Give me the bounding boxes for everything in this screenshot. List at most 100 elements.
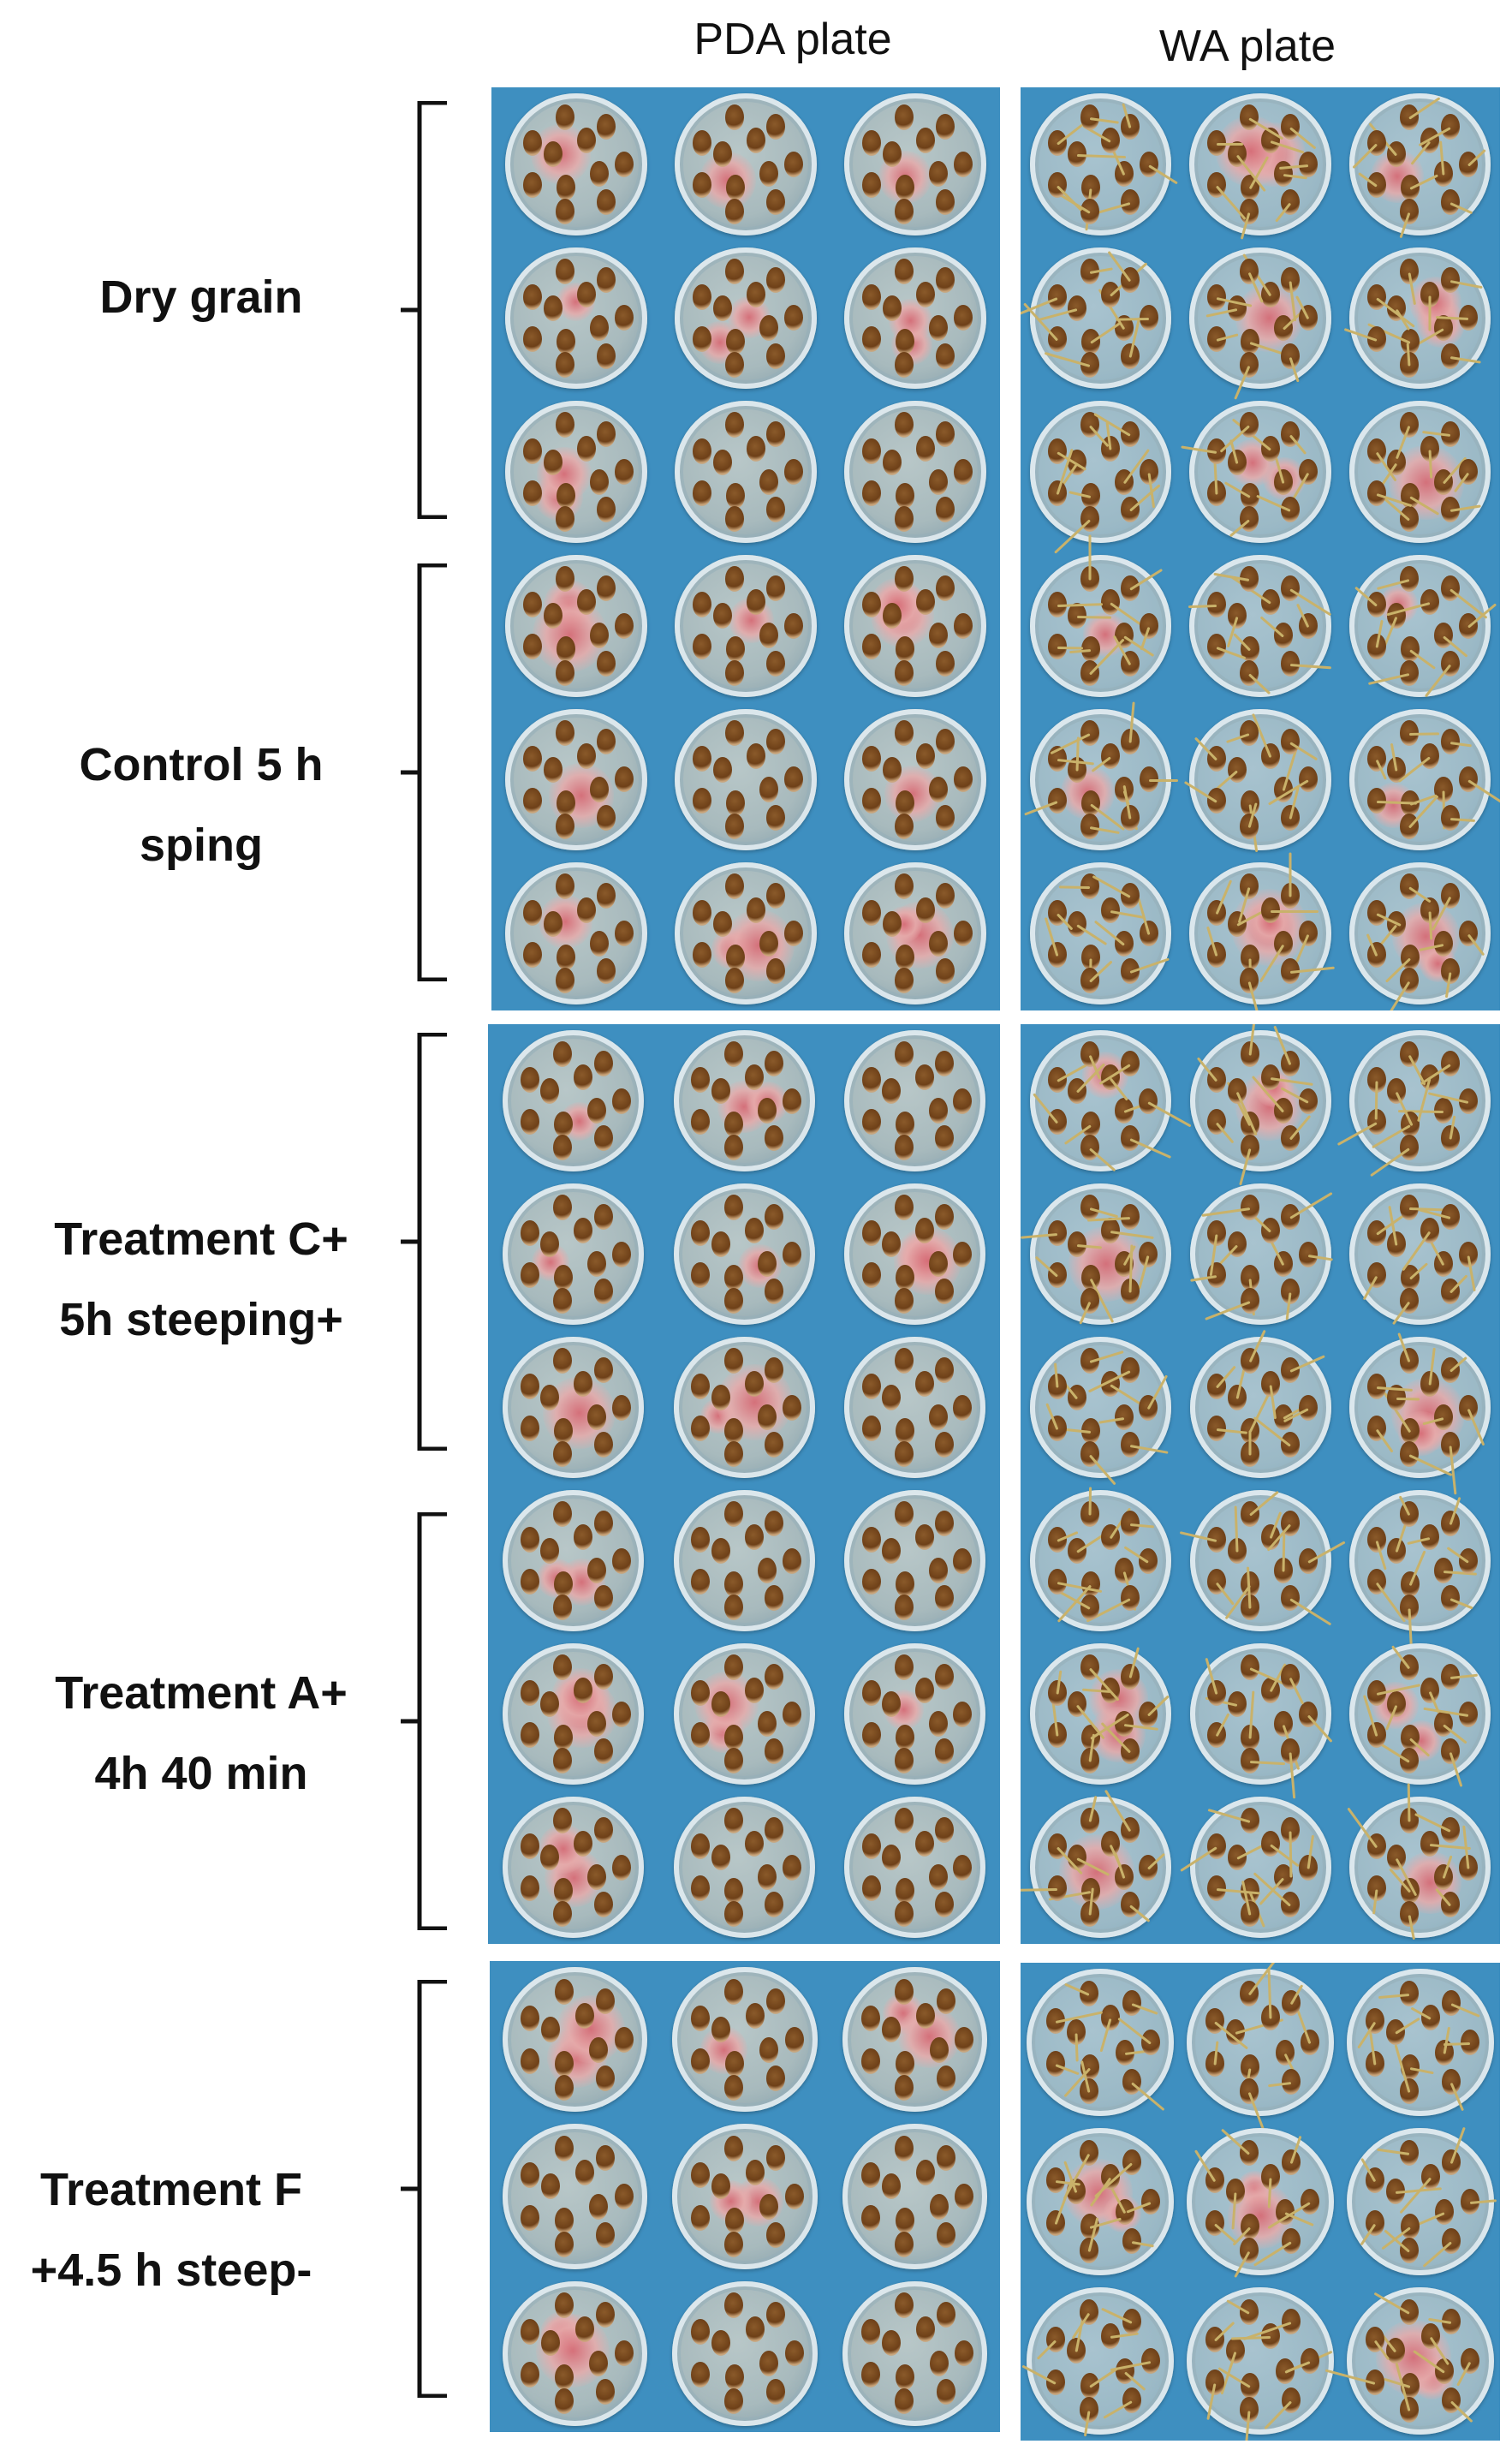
petri-dish xyxy=(1180,1490,1346,1631)
barley-grain xyxy=(1240,506,1259,533)
petri-dish xyxy=(1021,2287,1175,2437)
barley-grain xyxy=(593,1279,613,1305)
barley-grain xyxy=(1434,315,1454,342)
barley-grain xyxy=(1400,1135,1420,1161)
barley-grain xyxy=(540,1537,560,1564)
barley-grain xyxy=(726,482,746,509)
barley-grain xyxy=(587,1558,606,1584)
barley-grain xyxy=(935,1663,955,1690)
bracket-treatment-a xyxy=(396,1512,455,1930)
barley-grain xyxy=(862,480,882,506)
sprout xyxy=(1053,519,1091,555)
barley-grain xyxy=(724,1571,744,1597)
barley-grain xyxy=(1280,1279,1300,1305)
petri-dish xyxy=(843,1337,985,1478)
barley-grain xyxy=(882,603,902,629)
barley-grain xyxy=(554,1724,574,1750)
bracket-control xyxy=(396,563,455,981)
barley-grain xyxy=(1240,719,1259,746)
barley-grain xyxy=(723,1347,743,1374)
barley-grain xyxy=(954,766,973,793)
barley-grain xyxy=(723,1135,743,1161)
petri-dish xyxy=(1348,708,1500,851)
barley-grain xyxy=(861,1721,881,1748)
petri-dish xyxy=(503,1643,645,1785)
petri-dish xyxy=(1181,401,1331,543)
petri-dish xyxy=(843,1030,985,1171)
barley-grain xyxy=(1240,352,1259,379)
barley-grain xyxy=(725,506,745,533)
photo-wa-treatment-c-a xyxy=(1021,1024,1500,1944)
barley-grain xyxy=(557,482,576,509)
sprout xyxy=(1147,1100,1192,1127)
barley-grain xyxy=(862,787,882,814)
barley-grain xyxy=(576,897,596,923)
barley-grain xyxy=(954,612,973,639)
petri-dish xyxy=(1189,1643,1333,1800)
barley-grain xyxy=(1420,1524,1440,1551)
petri-dish xyxy=(1189,1024,1331,1186)
barley-grain xyxy=(765,1988,785,2014)
barley-grain xyxy=(895,659,914,686)
barley-grain xyxy=(1139,305,1158,331)
barley-grain xyxy=(745,2159,765,2185)
petri-dish xyxy=(503,1797,645,1938)
barley-grain xyxy=(784,305,804,331)
petri-dish xyxy=(1029,93,1178,235)
petri-dish xyxy=(672,2280,818,2426)
sprout xyxy=(1180,1846,1218,1873)
barley-grain xyxy=(1299,1394,1319,1421)
barley-grain xyxy=(1299,921,1319,947)
barley-grain xyxy=(915,2316,935,2343)
photo-wa-treatment-f xyxy=(1021,1963,1500,2441)
barley-grain xyxy=(929,623,949,649)
barley-grain xyxy=(691,1067,711,1094)
petri-dish xyxy=(1029,534,1172,697)
barley-grain xyxy=(894,1595,914,1621)
row-label-control: Control 5 h sping xyxy=(79,739,324,871)
barley-grain xyxy=(1139,1241,1158,1267)
barley-grain xyxy=(766,343,786,369)
barley-grain xyxy=(543,449,563,475)
barley-grain xyxy=(521,1833,540,1860)
barley-grain xyxy=(862,325,882,352)
petri-dish xyxy=(502,2124,647,2269)
barley-grain xyxy=(553,1500,573,1527)
barley-grain xyxy=(1241,944,1260,970)
barley-grain xyxy=(1067,1231,1086,1257)
barley-grain xyxy=(935,1356,955,1383)
barley-grain xyxy=(589,2036,609,2063)
petri-dish xyxy=(675,862,817,1004)
barley-grain xyxy=(614,2340,634,2367)
barley-grain xyxy=(554,1417,574,1444)
barley-grain xyxy=(935,1125,955,1152)
barley-grain xyxy=(894,1441,914,1468)
barley-grain xyxy=(1440,343,1460,369)
barley-grain xyxy=(766,113,786,140)
barley-grain xyxy=(725,2208,745,2234)
barley-grain xyxy=(521,2162,540,2188)
barley-grain xyxy=(862,172,882,199)
barley-grain xyxy=(1280,1585,1300,1612)
barley-grain xyxy=(693,634,712,660)
barley-grain xyxy=(587,1404,606,1431)
row-label-treatment-f: Treatment F +4.5 h steep- xyxy=(30,2164,313,2296)
barley-grain xyxy=(725,968,745,994)
sprout xyxy=(1407,1783,1411,1822)
barley-grain xyxy=(894,2074,914,2101)
barley-grain xyxy=(576,589,596,616)
barley-grain xyxy=(1047,787,1067,814)
barley-grain xyxy=(521,1415,540,1441)
barley-grain xyxy=(936,650,955,677)
barley-grain xyxy=(615,766,634,793)
barley-grain xyxy=(553,1654,573,1680)
barley-grain xyxy=(1140,2189,1160,2215)
barley-grain xyxy=(726,790,746,816)
barley-grain xyxy=(764,1816,783,1843)
barley-grain xyxy=(712,449,732,475)
petri-dish xyxy=(844,247,986,390)
barley-grain xyxy=(711,2173,730,2200)
barley-grain xyxy=(556,873,575,900)
barley-grain xyxy=(746,743,765,770)
barley-grain xyxy=(1080,104,1099,130)
